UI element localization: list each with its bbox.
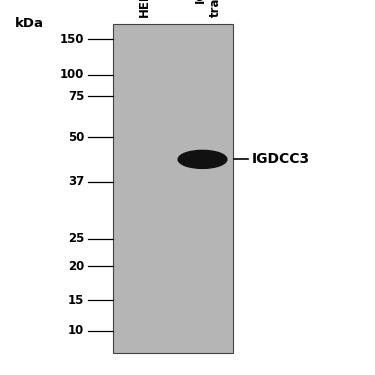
Text: IGDCC3: IGDCC3 — [251, 152, 309, 166]
Bar — [112, 24, 232, 352]
Text: 75: 75 — [68, 90, 84, 102]
Text: HEK293: HEK293 — [138, 0, 151, 17]
Text: 25: 25 — [68, 232, 84, 245]
Text: 15: 15 — [68, 294, 84, 306]
Text: 50: 50 — [68, 131, 84, 144]
Text: kDa: kDa — [15, 17, 44, 30]
Ellipse shape — [178, 150, 227, 168]
Text: IGDCC3-
transfectant: IGDCC3- transfectant — [194, 0, 222, 17]
Text: 37: 37 — [68, 175, 84, 188]
Text: 100: 100 — [60, 69, 84, 81]
Text: 10: 10 — [68, 324, 84, 337]
Text: 150: 150 — [60, 33, 84, 46]
Text: 20: 20 — [68, 260, 84, 273]
